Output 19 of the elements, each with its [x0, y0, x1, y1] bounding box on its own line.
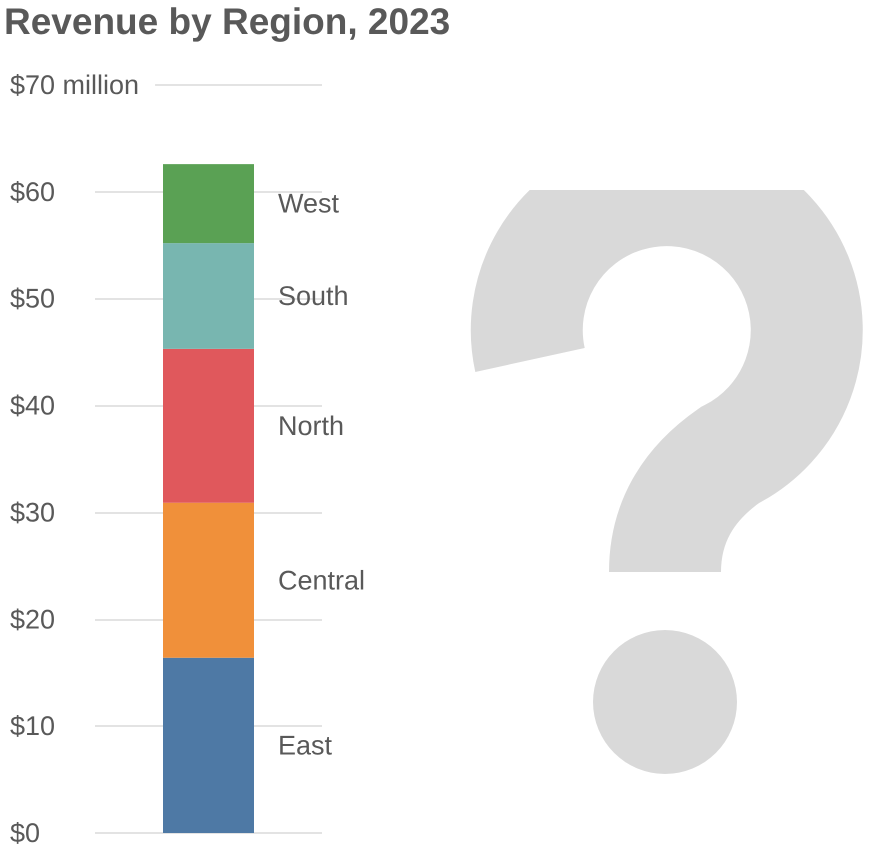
bar [163, 348, 254, 503]
y-tick-label: $40 [10, 390, 56, 421]
bar [163, 502, 254, 658]
y-tick-label: $50 [10, 284, 56, 314]
series-label: East [278, 730, 333, 760]
y-tick-label: $20 [10, 604, 56, 634]
series-label: South [278, 281, 349, 312]
bar [163, 658, 254, 833]
y-tick-label: $30 [10, 497, 56, 528]
bar [163, 164, 254, 244]
series-label: West [278, 188, 340, 219]
chart-title: Revenue by Region, 2023 [4, 0, 450, 44]
series-label: Central [278, 565, 366, 596]
y-tick-label: $10 [10, 711, 56, 742]
series-label: North [278, 410, 344, 441]
y-tick-label: $70 million [10, 70, 140, 100]
y-tick-label: $0 [10, 818, 40, 848]
bar [163, 243, 254, 349]
y-tick-label: $60 [10, 176, 56, 207]
